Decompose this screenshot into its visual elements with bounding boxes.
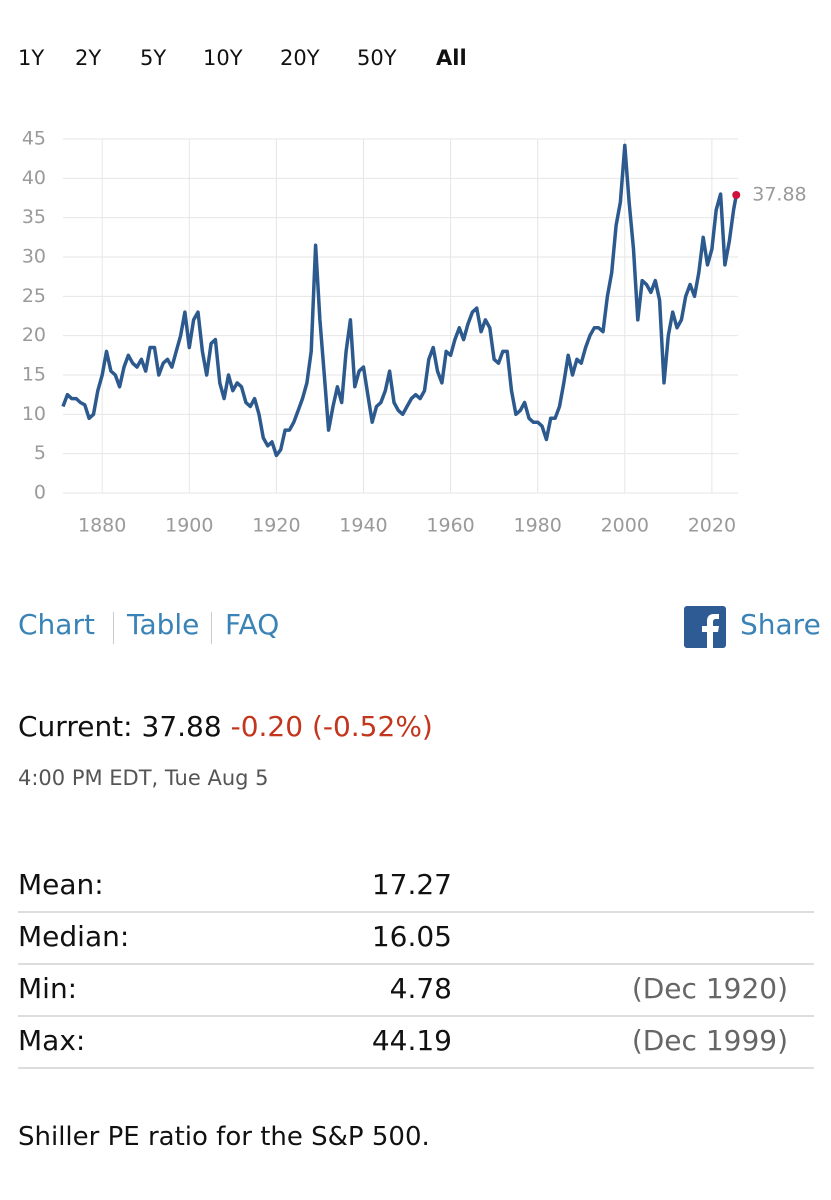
y-tick-label: 25: [22, 285, 46, 307]
tab[interactable]: Chart: [18, 608, 95, 641]
x-tick-label: 1900: [165, 515, 213, 537]
range-button[interactable]: All: [436, 46, 467, 70]
y-tick-label: 5: [34, 442, 46, 464]
x-tick-label: 1920: [252, 515, 300, 537]
y-tick-label: 35: [22, 206, 46, 228]
stat-date: (Dec 1920): [631, 972, 788, 1005]
line: [61, 143, 739, 458]
facebook-icon[interactable]: [684, 606, 726, 648]
share-link[interactable]: Share: [740, 608, 821, 641]
y-tick-label: 40: [22, 167, 46, 189]
x-tick-label: 1940: [339, 515, 387, 537]
x-tick-label: 1980: [513, 515, 561, 537]
footer: Shiller PE ratio for the S&P 500.: [18, 1122, 430, 1152]
current: Current: 37.88 -0.20 (-0.52%): [18, 710, 433, 743]
y-tick-label: 10: [22, 403, 46, 425]
stat-value: 16.05: [371, 920, 452, 953]
end-point: [732, 191, 741, 200]
y-tick-label: 15: [22, 364, 46, 386]
stats-row: Mean: 17.27: [18, 860, 814, 913]
separator: [113, 612, 114, 644]
range-button[interactable]: 10Y: [203, 46, 243, 70]
separator: [211, 612, 212, 644]
stat-label: Min:: [18, 972, 78, 1005]
range-button[interactable]: 1Y: [18, 46, 45, 70]
range-button[interactable]: 50Y: [357, 46, 397, 70]
stat-label: Mean:: [18, 868, 104, 901]
stats-row: Min: 4.78 (Dec 1920): [18, 964, 814, 1017]
stat-label: Max:: [18, 1024, 86, 1057]
x-tick-label: 1880: [78, 515, 126, 537]
range-button[interactable]: 20Y: [280, 46, 320, 70]
timestamp: 4:00 PM EDT, Tue Aug 5: [18, 766, 269, 790]
stat-value: 4.78: [389, 972, 452, 1005]
y-tick-label: 45: [22, 128, 46, 150]
range-button[interactable]: 5Y: [140, 46, 167, 70]
x-tick-label: 2000: [601, 515, 649, 537]
end-label: 37.88: [752, 184, 806, 206]
y-tick-label: 0: [34, 482, 46, 504]
range-button[interactable]: 2Y: [75, 46, 102, 70]
x-tick-label: 2020: [688, 515, 736, 537]
tab[interactable]: FAQ: [225, 608, 280, 641]
current-value: 37.88: [141, 710, 222, 743]
x-tick-label: 1960: [426, 515, 474, 537]
stat-label: Median:: [18, 920, 130, 953]
current-label: Current:: [18, 710, 133, 743]
current-change: -0.20 (-0.52%): [230, 710, 433, 743]
chart: 0 5 10 15 20 25 30 35 40 45 1880 1900 1920 1940 1960 19…: [22, 128, 807, 537]
y-tick-label: 20: [22, 324, 46, 346]
stats-row: Median: 16.05: [18, 912, 814, 965]
stat-value: 17.27: [371, 868, 452, 901]
stat-date: (Dec 1999): [631, 1024, 788, 1057]
stats-row: Max: 44.19 (Dec 1999): [18, 1016, 814, 1069]
tab[interactable]: Table: [127, 608, 200, 641]
y-tick-label: 30: [22, 246, 46, 268]
stat-value: 44.19: [371, 1024, 452, 1057]
